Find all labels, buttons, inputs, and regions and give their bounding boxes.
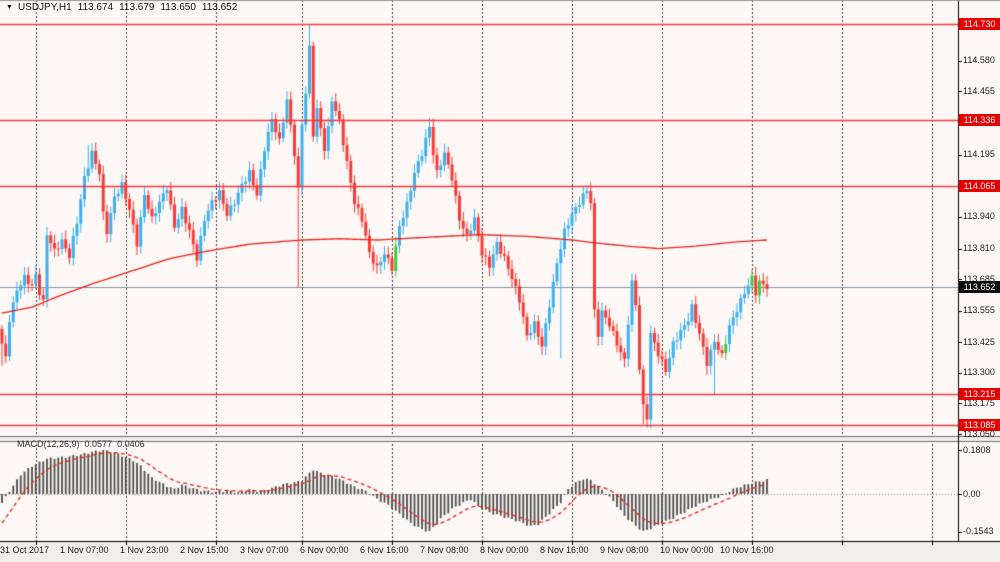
price-line-badge: 114.065 <box>959 180 1000 193</box>
date-axis-label: 2 Nov 15:00 <box>180 545 229 555</box>
price-tick-label: 114.195 <box>963 149 995 160</box>
macd-tick-label: 0.00 <box>963 488 981 499</box>
ohlc-low: 113.650 <box>160 2 196 13</box>
date-axis-label: 31 Oct 2017 <box>0 545 50 555</box>
price-line-badge: 114.336 <box>959 114 1000 127</box>
price-tick-label: 113.425 <box>963 336 995 347</box>
price-tick-label: 113.940 <box>963 211 995 222</box>
ohlc-high: 113.679 <box>119 2 155 13</box>
panel-splitter[interactable] <box>0 436 1000 442</box>
date-axis-label: 10 Nov 16:00 <box>720 545 774 555</box>
symbol-period-label: USDJPY,H1 <box>17 2 72 13</box>
ohlc-open: 113.674 <box>77 2 114 13</box>
price-line-badge: 113.215 <box>959 387 1000 400</box>
date-axis-label: 10 Nov 00:00 <box>660 545 714 555</box>
price-tick-label: 114.455 <box>963 85 995 96</box>
date-axis-label: 8 Nov 16:00 <box>540 545 589 555</box>
ohlc-close: 113.652 <box>201 2 238 13</box>
price-tick-label: 113.175 <box>963 397 995 408</box>
price-tick-label: 113.810 <box>963 243 995 254</box>
date-axis-label: 7 Nov 08:00 <box>420 545 469 555</box>
date-axis-label: 1 Nov 23:00 <box>120 545 169 555</box>
symbol-ohlc-header: ▼ USDJPY,H1 113.674 113.679 113.650 113.652 <box>6 2 237 13</box>
date-axis-label: 8 Nov 00:00 <box>480 545 529 555</box>
symbol-dropdown-icon[interactable]: ▼ <box>6 4 13 11</box>
date-axis-label: 3 Nov 07:00 <box>240 545 289 555</box>
price-line-badge: 113.085 <box>959 419 1000 432</box>
macd-tick-label: -0.1543 <box>963 526 994 537</box>
macd-name: MACD(12,26,9) <box>17 439 80 449</box>
price-tick-label: 113.050 <box>963 428 995 439</box>
macd-tick-label: 0.1808 <box>963 444 991 455</box>
macd-main-value: 0.0577 <box>84 439 113 449</box>
bid-price-badge: 113.652 <box>959 281 1000 294</box>
date-axis-label: 9 Nov 08:00 <box>600 545 649 555</box>
date-axis-label: 6 Nov 00:00 <box>300 545 349 555</box>
date-axis-label: 1 Nov 07:00 <box>60 545 109 555</box>
price-tick-label: 114.580 <box>963 55 995 66</box>
price-tick-label: 113.685 <box>963 273 995 284</box>
price-tick-label: 113.555 <box>963 305 995 316</box>
macd-indicator-label: MACD(12,26,9) 0.0577 0.0406 <box>17 439 145 449</box>
price-tick-label: 113.300 <box>963 367 995 378</box>
price-line-badge: 114.730 <box>959 18 1000 30</box>
date-axis-label: 6 Nov 16:00 <box>360 545 409 555</box>
macd-signal-value: 0.0406 <box>117 439 145 449</box>
